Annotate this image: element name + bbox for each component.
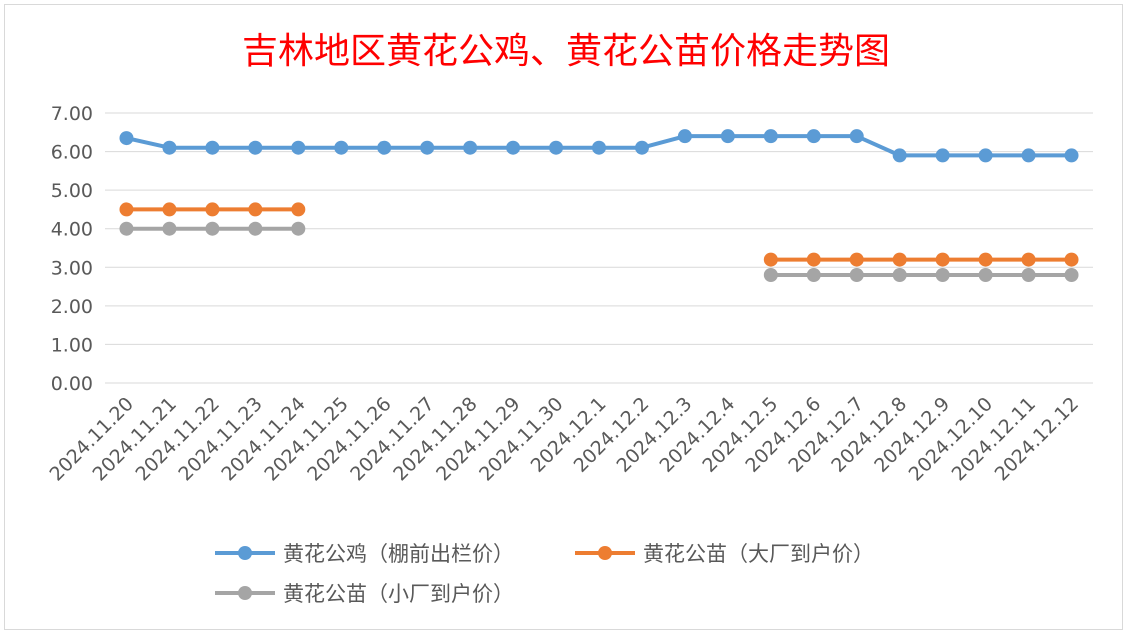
data-point[interactable]	[849, 129, 864, 144]
y-tick-label: 3.00	[51, 257, 93, 279]
data-point[interactable]	[806, 252, 821, 267]
data-point[interactable]	[592, 140, 606, 155]
data-point[interactable]	[162, 202, 177, 217]
legend-item[interactable]: 黄花公苗（小厂到户价）	[215, 582, 514, 606]
data-point[interactable]	[1021, 148, 1036, 163]
data-point[interactable]	[849, 268, 864, 282]
data-point[interactable]	[806, 268, 821, 282]
y-tick-label: 6.00	[51, 142, 93, 164]
chart-title: 吉林地区黄花公鸡、黄花公苗价格走势图	[242, 31, 890, 72]
series-2	[119, 202, 1079, 267]
data-point[interactable]	[935, 268, 950, 282]
y-tick-label: 0.00	[51, 373, 93, 395]
data-point[interactable]	[205, 140, 220, 155]
y-tick-label: 1.00	[51, 334, 93, 356]
data-point[interactable]	[1064, 252, 1079, 267]
data-point[interactable]	[720, 129, 735, 144]
data-point[interactable]	[506, 140, 521, 155]
data-point[interactable]	[377, 140, 392, 155]
data-point[interactable]	[806, 129, 821, 144]
line-chart: 吉林地区黄花公鸡、黄花公苗价格走势图 0.00 1.00 2.00 3.00 4.00 5…	[46, 31, 1093, 606]
data-point[interactable]	[420, 140, 435, 155]
data-point[interactable]	[248, 221, 263, 236]
data-point[interactable]	[119, 221, 134, 236]
data-point[interactable]	[162, 140, 177, 155]
legend-item[interactable]: 黄花公苗（大厂到户价）	[575, 542, 874, 566]
data-point[interactable]	[1064, 268, 1079, 282]
data-point[interactable]	[1064, 148, 1079, 163]
chart-area[interactable]: 吉林地区黄花公鸡、黄花公苗价格走势图 0.00 1.00 2.00 3.00 4.00 5…	[4, 4, 1123, 630]
legend-marker	[238, 546, 252, 560]
legend-marker	[238, 586, 252, 600]
data-point[interactable]	[763, 129, 778, 144]
data-point[interactable]	[978, 148, 993, 163]
legend-marker	[598, 546, 612, 560]
series-layer	[119, 129, 1079, 282]
data-point[interactable]	[892, 268, 907, 282]
y-tick-label: 7.00	[51, 103, 93, 125]
data-point[interactable]	[677, 129, 692, 144]
data-point[interactable]	[763, 268, 778, 282]
data-point[interactable]	[849, 252, 864, 267]
data-point[interactable]	[935, 252, 950, 267]
data-point[interactable]	[291, 140, 306, 155]
data-point[interactable]	[291, 202, 306, 217]
data-point[interactable]	[463, 140, 478, 155]
data-point[interactable]	[248, 202, 263, 217]
data-point[interactable]	[935, 148, 950, 163]
data-point[interactable]	[205, 202, 220, 217]
data-point[interactable]	[549, 140, 564, 155]
data-point[interactable]	[248, 140, 263, 155]
legend-label: 黄花公苗（小厂到户价）	[283, 582, 514, 606]
data-point[interactable]	[291, 221, 306, 236]
data-point[interactable]	[119, 131, 134, 146]
data-point[interactable]	[978, 252, 993, 267]
legend-label: 黄花公苗（大厂到户价）	[643, 542, 874, 566]
data-point[interactable]	[162, 221, 177, 236]
data-point[interactable]	[1021, 268, 1036, 282]
data-point[interactable]	[892, 252, 907, 267]
data-point[interactable]	[1021, 252, 1036, 267]
data-point[interactable]	[119, 202, 134, 217]
y-tick-label: 2.00	[51, 296, 93, 318]
data-point[interactable]	[205, 221, 220, 236]
legend-item[interactable]: 黄花公鸡（棚前出栏价）	[215, 542, 514, 566]
y-axis-ticks: 0.00 1.00 2.00 3.00 4.00 5.00 6.00 7.00	[51, 103, 93, 395]
y-tick-label: 5.00	[51, 180, 93, 202]
data-point[interactable]	[634, 140, 649, 155]
data-point[interactable]	[763, 252, 778, 267]
x-axis-ticks: 2024.11.202024.11.212024.11.222024.11.23…	[46, 393, 1084, 485]
data-point[interactable]	[892, 148, 907, 163]
legend[interactable]: 黄花公鸡（棚前出栏价） 黄花公苗（大厂到户价） 黄花公苗（小厂到户价）	[215, 542, 874, 606]
series-1	[119, 129, 1079, 163]
legend-label: 黄花公鸡（棚前出栏价）	[283, 542, 514, 566]
data-point[interactable]	[978, 268, 993, 282]
series-3	[119, 221, 1079, 282]
data-point[interactable]	[334, 140, 349, 155]
y-tick-label: 4.00	[51, 219, 93, 241]
